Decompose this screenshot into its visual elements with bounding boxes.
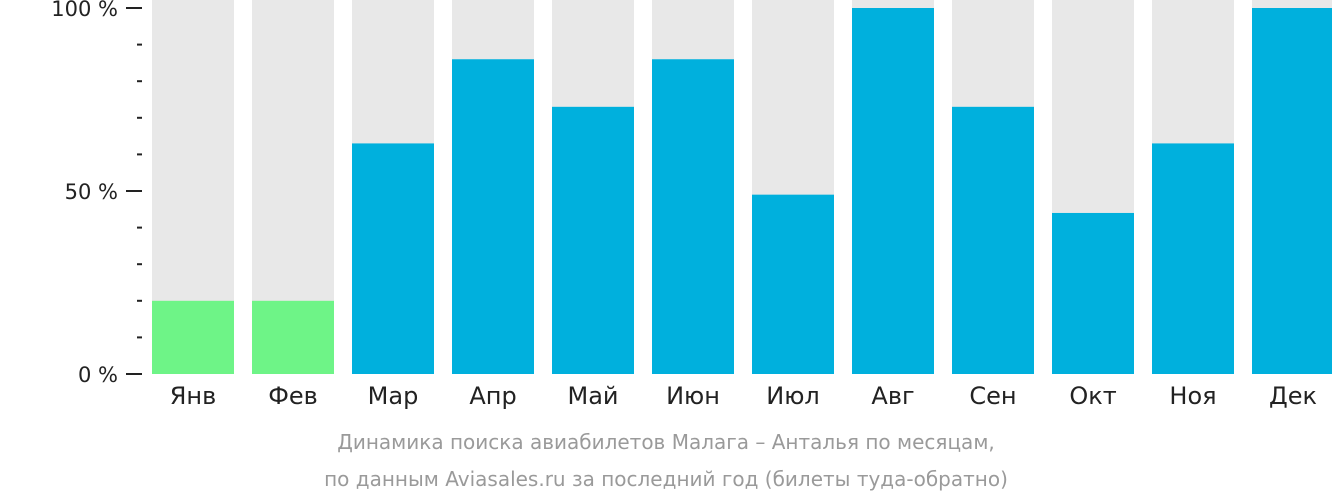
- bar-6: [652, 59, 734, 375]
- bar-chart: Янв Фев Мар Апр Май Июн Июл Авг Сен Окт Ноя Дек 0 % 5…: [51, 0, 1332, 410]
- x-tick-label-7: Июл: [766, 382, 820, 410]
- bar-3: [352, 143, 434, 374]
- x-tick-label-11: Ноя: [1169, 382, 1216, 410]
- y-tick-label-0: 0 %: [78, 363, 118, 387]
- bar-7: [752, 194, 834, 374]
- x-tick-label-1: Янв: [170, 382, 217, 410]
- bar-8: [852, 8, 934, 374]
- bar-10: [1052, 212, 1134, 374]
- bar-2: [252, 300, 334, 374]
- chart-caption-line-2: по данным Aviasales.ru за последний год …: [324, 467, 1008, 491]
- bar-12: [1252, 8, 1332, 374]
- bar-1: [152, 300, 234, 374]
- x-tick-label-4: Апр: [469, 382, 516, 410]
- x-tick-label-6: Июн: [666, 382, 720, 410]
- x-tick-label-8: Авг: [871, 382, 914, 410]
- bar-4: [452, 59, 534, 375]
- chart-caption-line-1: Динамика поиска авиабилетов Малага – Ант…: [337, 430, 995, 454]
- x-tick-label-3: Мар: [368, 382, 419, 410]
- bar-5: [552, 106, 634, 374]
- x-tick-label-10: Окт: [1069, 382, 1116, 410]
- bar-11: [1152, 143, 1234, 374]
- bar-9: [952, 106, 1034, 374]
- y-tick-label-50: 50 %: [65, 180, 118, 204]
- x-tick-label-12: Дек: [1269, 382, 1317, 410]
- x-tick-label-5: Май: [567, 382, 618, 410]
- x-tick-label-9: Сен: [969, 382, 1016, 410]
- y-tick-label-100: 100 %: [51, 0, 118, 21]
- x-tick-label-2: Фев: [268, 382, 318, 410]
